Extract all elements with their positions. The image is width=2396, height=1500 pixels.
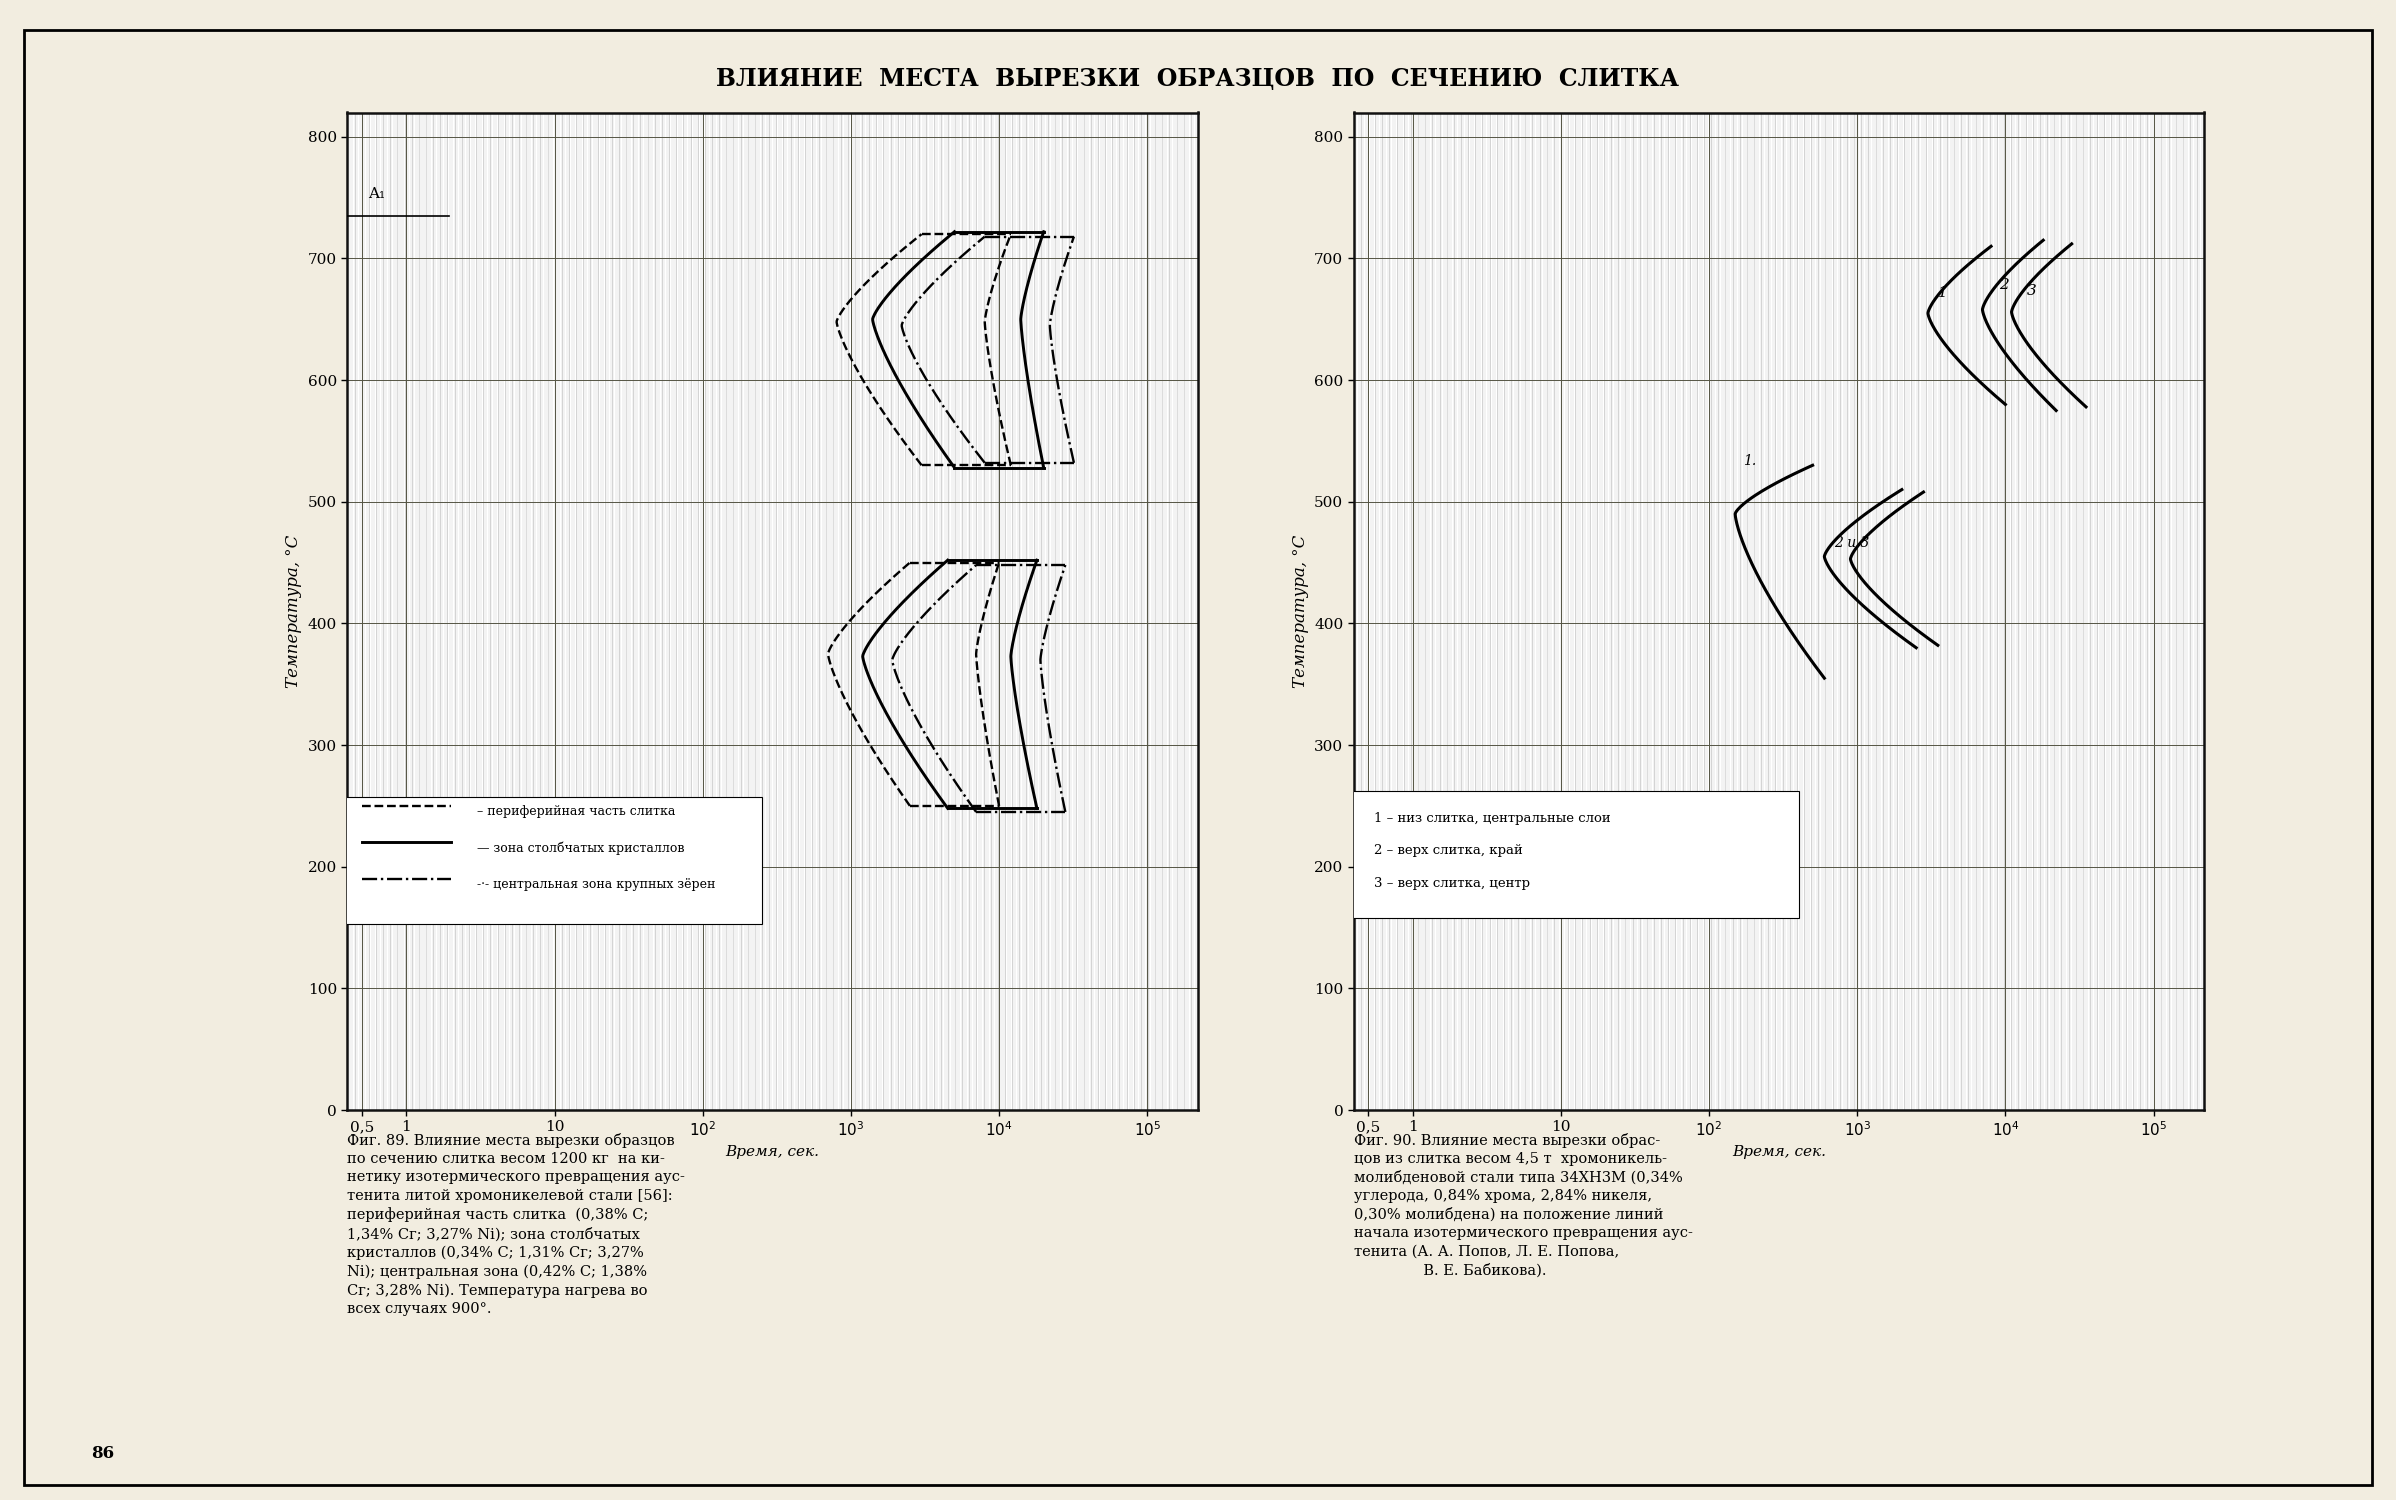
- Text: 1.: 1.: [1744, 454, 1756, 468]
- Text: Фиг. 90. Влияние места вырезки обраc-
цов из слитка весом 4,5 т  хромоникель-
мо: Фиг. 90. Влияние места вырезки обраc- цо…: [1354, 1132, 1692, 1278]
- Text: 1: 1: [1938, 286, 1948, 300]
- FancyBboxPatch shape: [0, 792, 1799, 918]
- Text: 2: 2: [1998, 278, 2008, 292]
- Y-axis label: Температура, °С: Температура, °С: [1291, 534, 1308, 688]
- Text: — зона столбчатых кристаллов: — зона столбчатых кристаллов: [477, 842, 685, 855]
- Text: 1 – низ слитка, центральные слои: 1 – низ слитка, центральные слои: [1375, 812, 1610, 825]
- Text: 2 – верх слитка, край: 2 – верх слитка, край: [1375, 844, 1524, 858]
- Text: 3: 3: [2027, 284, 2037, 298]
- Text: 2 и 3: 2 и 3: [1835, 536, 1869, 550]
- Text: A₁: A₁: [369, 186, 386, 201]
- Text: – периферийная часть слитка: – периферийная часть слитка: [477, 806, 676, 819]
- FancyBboxPatch shape: [0, 798, 762, 924]
- Text: -·- центральная зона крупных зёрен: -·- центральная зона крупных зёрен: [477, 879, 716, 891]
- X-axis label: Время, сек.: Время, сек.: [1732, 1144, 1826, 1158]
- Y-axis label: Температура, °С: Температура, °С: [285, 534, 302, 688]
- Text: 86: 86: [91, 1446, 115, 1462]
- Text: 3 – верх слитка, центр: 3 – верх слитка, центр: [1375, 878, 1531, 890]
- Text: Фиг. 89. Влияние места вырезки образцов
по сечению слитка весом 1200 кг  на ки-
: Фиг. 89. Влияние места вырезки образцов …: [347, 1132, 685, 1317]
- X-axis label: Время, сек.: Время, сек.: [726, 1144, 819, 1158]
- Text: ВЛИЯНИЕ  МЕСТА  ВЫРЕЗКИ  ОБРАЗЦОВ  ПО  СЕЧЕНИЮ  СЛИТКА: ВЛИЯНИЕ МЕСТА ВЫРЕЗКИ ОБРАЗЦОВ ПО СЕЧЕНИ…: [716, 68, 1680, 92]
